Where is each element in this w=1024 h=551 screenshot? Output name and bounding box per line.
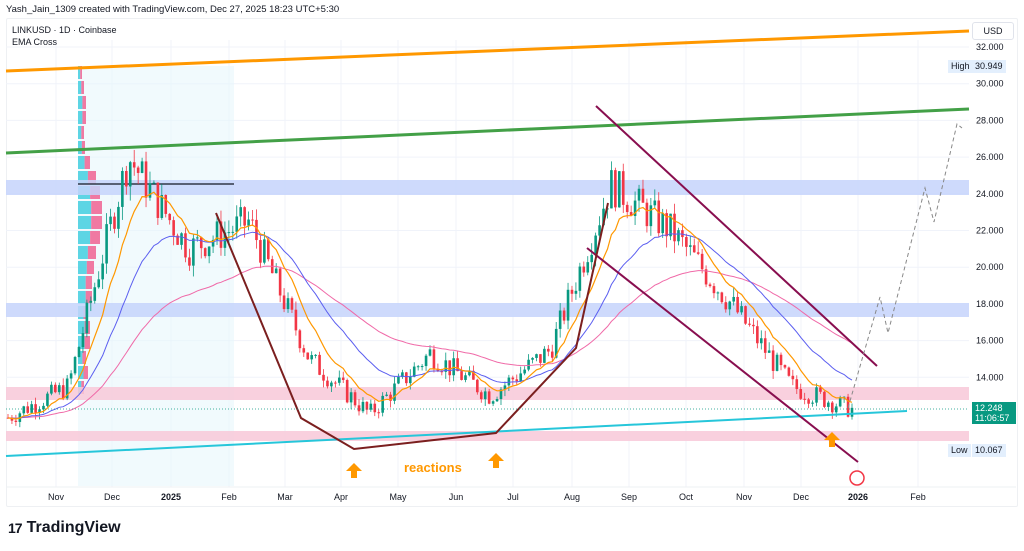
support-zone-lower xyxy=(6,431,969,441)
channel-upper-line xyxy=(595,105,878,367)
indicator-label[interactable]: EMA Cross xyxy=(12,37,58,47)
reaction-arrow-jun xyxy=(488,453,504,468)
svg-text:18.000: 18.000 xyxy=(976,299,1004,309)
tradingview-logo-text: TradingView xyxy=(26,519,121,536)
resistance-trendline-top xyxy=(5,29,970,73)
svg-text:2025: 2025 xyxy=(161,492,181,502)
svg-text:2026: 2026 xyxy=(848,492,868,502)
svg-text:28.000: 28.000 xyxy=(976,115,1004,125)
chart-caption: Yash_Jain_1309 created with TradingView.… xyxy=(6,4,340,15)
tradingview-logo[interactable]: 17 TradingView xyxy=(8,519,121,537)
reaction-arrow-dec xyxy=(824,432,840,447)
svg-text:Oct: Oct xyxy=(679,492,694,502)
svg-text:24.000: 24.000 xyxy=(976,189,1004,199)
svg-text:Dec: Dec xyxy=(104,492,121,502)
svg-text:Sep: Sep xyxy=(621,492,637,502)
news-event-icon xyxy=(849,470,865,486)
svg-text:May: May xyxy=(389,492,407,502)
reaction-arrow-apr xyxy=(346,463,362,478)
svg-text:Aug: Aug xyxy=(564,492,580,502)
volume-profile-range xyxy=(78,66,234,486)
bar-countdown: 11:06:57 xyxy=(975,413,1010,423)
currency-selector[interactable]: USD xyxy=(972,22,1014,40)
svg-text:22.000: 22.000 xyxy=(976,226,1004,236)
svg-text:Feb: Feb xyxy=(221,492,237,502)
chart-legend: LINKUSD · 1D · Coinbase EMA Cross xyxy=(12,24,117,48)
projection-path xyxy=(847,123,963,409)
svg-text:Nov: Nov xyxy=(736,492,753,502)
svg-text:Mar: Mar xyxy=(277,492,293,502)
svg-text:14.000: 14.000 xyxy=(976,372,1004,382)
resistance-trendline-mid xyxy=(5,107,970,155)
high-value: 30.949 xyxy=(972,60,1006,73)
svg-text:16.000: 16.000 xyxy=(976,336,1004,346)
svg-text:26.000: 26.000 xyxy=(976,152,1004,162)
chart-frame xyxy=(6,18,1018,507)
last-price-value: 12.248 xyxy=(975,403,1003,413)
svg-text:Jun: Jun xyxy=(449,492,464,502)
svg-text:20.000: 20.000 xyxy=(976,262,1004,272)
svg-text:Jul: Jul xyxy=(507,492,519,502)
symbol-label[interactable]: LINKUSD · 1D · Coinbase xyxy=(12,25,117,35)
tradingview-logo-icon: 17 xyxy=(8,520,23,536)
svg-text:32.000: 32.000 xyxy=(976,42,1004,52)
cup-pattern-line xyxy=(215,202,609,451)
candles xyxy=(6,149,854,428)
svg-text:Feb: Feb xyxy=(910,492,926,502)
support-trendline xyxy=(5,410,908,457)
price-axis-ticks: 32.000 30.000 28.000 26.000 24.000 22.000 20.0… xyxy=(976,42,1004,382)
ema-mid-line xyxy=(7,231,853,419)
reactions-annotation: reactions xyxy=(404,460,462,475)
channel-lower-line xyxy=(586,247,859,463)
time-axis-ticks: Nov Dec 2025 Feb Mar Apr May Jun Jul Aug Sep Oct Nov… xyxy=(48,492,926,502)
svg-text:Nov: Nov xyxy=(48,492,65,502)
ema-slow-line xyxy=(8,265,853,419)
high-label: High xyxy=(948,60,973,73)
ema-fast-line xyxy=(7,191,853,420)
svg-text:30.000: 30.000 xyxy=(976,79,1004,89)
low-value: 10.067 xyxy=(972,444,1006,457)
resistance-zone-upper xyxy=(6,180,969,195)
svg-text:Dec: Dec xyxy=(793,492,810,502)
last-price-tag: 12.248 11:06:57 xyxy=(972,402,1016,424)
resistance-zone-lower xyxy=(6,303,969,317)
low-label: Low xyxy=(948,444,971,457)
support-zone-upper xyxy=(6,387,969,400)
svg-text:Apr: Apr xyxy=(334,492,348,502)
